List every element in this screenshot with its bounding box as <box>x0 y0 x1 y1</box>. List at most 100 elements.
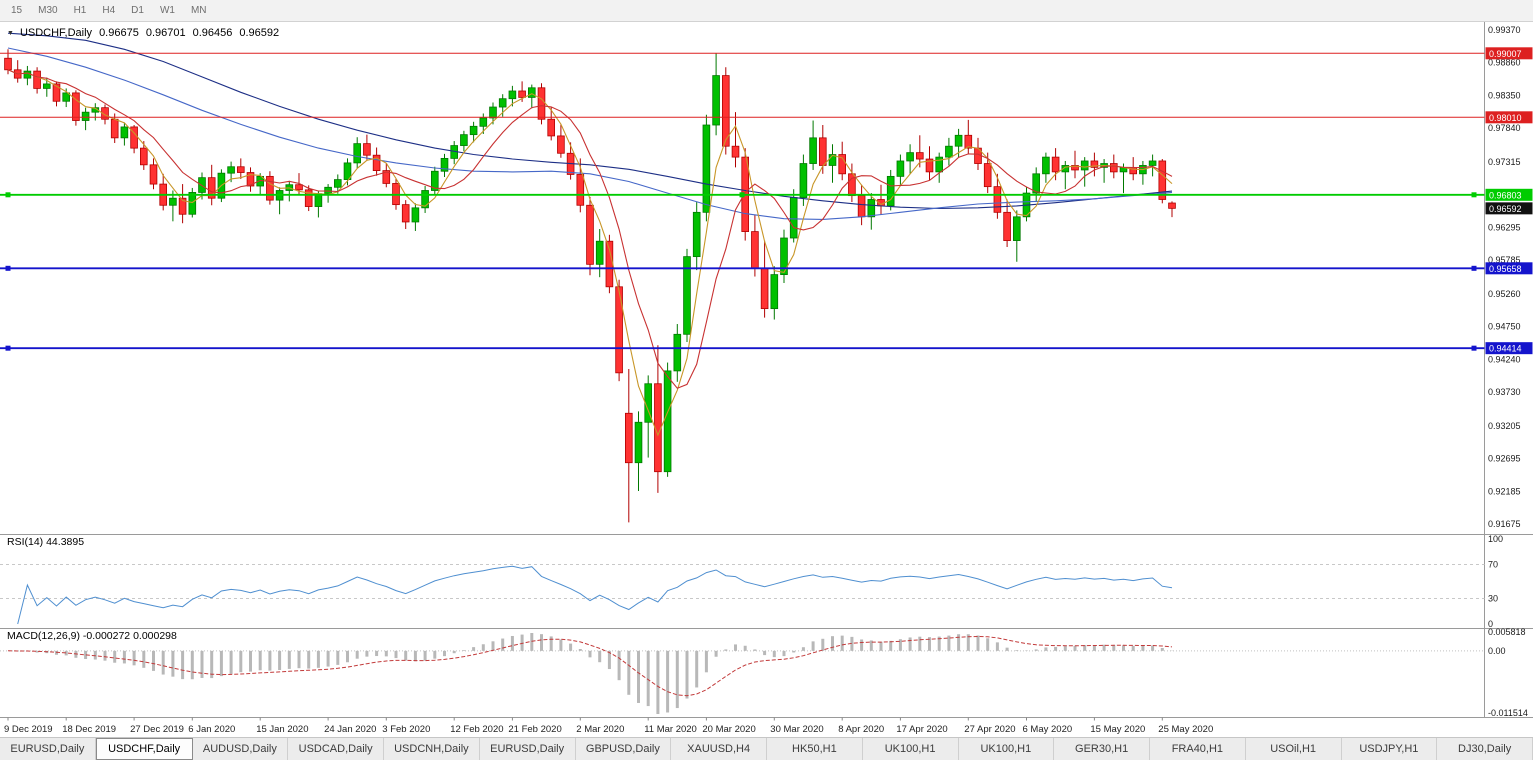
tab-dj30-daily[interactable]: DJ30,Daily <box>1437 738 1533 760</box>
tab-xauusd-h4[interactable]: XAUUSD,H4 <box>671 738 767 760</box>
macd-signal-line <box>7 635 1173 697</box>
ma-slow-navy <box>7 32 1173 210</box>
candles <box>4 49 1176 523</box>
svg-text:0.98350: 0.98350 <box>1488 90 1521 100</box>
svg-text:0.94750: 0.94750 <box>1488 322 1521 332</box>
tab-usoil-h1[interactable]: USOil,H1 <box>1246 738 1342 760</box>
svg-text:0.94414: 0.94414 <box>1489 344 1522 354</box>
chart-title: ▼ USDCHF,Daily 0.96675 0.96701 0.96456 0… <box>7 27 279 39</box>
timeframe-15[interactable]: 15 <box>11 5 23 16</box>
svg-text:8 Apr 2020: 8 Apr 2020 <box>838 724 884 735</box>
timeframe-w1[interactable]: W1 <box>159 5 175 16</box>
svg-text:15 May 2020: 15 May 2020 <box>1090 724 1145 735</box>
svg-text:6 May 2020: 6 May 2020 <box>1023 724 1073 735</box>
svg-text:30 Mar 2020: 30 Mar 2020 <box>770 724 823 735</box>
svg-text:0.95658: 0.95658 <box>1489 264 1522 274</box>
tab-eurusd-daily[interactable]: EURUSD,Daily <box>480 738 576 760</box>
svg-text:25 May 2020: 25 May 2020 <box>1158 724 1213 735</box>
svg-text:100: 100 <box>1488 534 1503 544</box>
svg-text:3 Feb 2020: 3 Feb 2020 <box>382 724 430 735</box>
ohlc-low: 0.96456 <box>192 27 233 39</box>
svg-text:9 Dec 2019: 9 Dec 2019 <box>4 724 53 735</box>
tab-gbpusd-daily[interactable]: GBPUSD,Daily <box>576 738 672 760</box>
price-badge-0.94414 <box>1485 342 1533 355</box>
hline-handle-left[interactable] <box>5 345 11 351</box>
price-badge-0.99007 <box>1485 47 1533 60</box>
svg-text:0: 0 <box>1488 619 1493 629</box>
date-axis: 9 Dec 2019 18 Dec 2019 27 Dec 2019 6 Jan 20… <box>4 717 1213 735</box>
ma-fast-red <box>7 69 1173 389</box>
svg-text:0.97840: 0.97840 <box>1488 123 1521 133</box>
hline-handle-left[interactable] <box>5 192 11 198</box>
svg-text:0.99007: 0.99007 <box>1489 49 1522 59</box>
timeframe-h1[interactable]: H1 <box>73 5 87 16</box>
macd-indicator-label: MACD(12,26,9) -0.000272 0.000298 <box>7 630 177 642</box>
svg-text:0.92185: 0.92185 <box>1488 486 1521 496</box>
chart-collapse-icon[interactable]: ▼ <box>7 29 14 37</box>
tab-usdcnh-daily[interactable]: USDCNH,Daily <box>384 738 480 760</box>
tab-uk100-h1[interactable]: UK100,H1 <box>863 738 959 760</box>
svg-text:0.95785: 0.95785 <box>1488 255 1521 265</box>
svg-text:18 Dec 2019: 18 Dec 2019 <box>62 724 116 735</box>
chart-canvas[interactable]: 0.99370 0.98860 0.98350 0.97840 0.97315 0.962… <box>0 22 1533 737</box>
hline-handle-mid[interactable] <box>739 192 745 198</box>
tab-audusd-daily[interactable]: AUDUSD,Daily <box>193 738 289 760</box>
tab-usdcad-daily[interactable]: USDCAD,Daily <box>288 738 384 760</box>
hline-handle-right[interactable] <box>1471 345 1477 351</box>
timeframe-mn[interactable]: MN <box>190 5 207 16</box>
svg-text:70: 70 <box>1488 560 1498 570</box>
svg-text:0.95260: 0.95260 <box>1488 289 1521 299</box>
svg-text:24 Jan 2020: 24 Jan 2020 <box>324 724 376 735</box>
price-badge-0.95658 <box>1485 262 1533 275</box>
timeframe-h4[interactable]: H4 <box>102 5 116 16</box>
tab-usdchf-daily[interactable]: USDCHF,Daily <box>95 738 193 760</box>
tab-ger30-h1[interactable]: GER30,H1 <box>1054 738 1150 760</box>
rsi-line <box>17 565 1173 625</box>
price-badge-0.98010 <box>1485 111 1533 124</box>
timeframe-toolbar: 15 M30 H1 H4 D1 W1 MN <box>0 0 1533 22</box>
svg-text:0.92695: 0.92695 <box>1488 454 1521 464</box>
ohlc-close: 0.96592 <box>239 27 280 39</box>
svg-text:0.98010: 0.98010 <box>1489 113 1522 123</box>
svg-text:0.93205: 0.93205 <box>1488 421 1521 431</box>
price-axis: 0.99370 0.98860 0.98350 0.97840 0.97315 0.962… <box>1488 25 1521 529</box>
tab-eurusd-daily[interactable]: EURUSD,Daily <box>0 738 96 760</box>
svg-text:17 Apr 2020: 17 Apr 2020 <box>896 724 947 735</box>
svg-text:30: 30 <box>1488 594 1498 604</box>
svg-text:0.97315: 0.97315 <box>1488 157 1521 167</box>
ohlc-open: 0.96675 <box>99 27 139 39</box>
svg-text:11 Mar 2020: 11 Mar 2020 <box>644 724 697 735</box>
svg-text:0.96803: 0.96803 <box>1489 190 1522 200</box>
svg-text:21 Feb 2020: 21 Feb 2020 <box>508 724 561 735</box>
timeframe-d1[interactable]: D1 <box>131 5 144 16</box>
svg-text:0.93730: 0.93730 <box>1488 387 1521 397</box>
current-price-badge <box>1485 202 1533 215</box>
hline-handle-right[interactable] <box>1471 265 1477 271</box>
svg-text:0.99370: 0.99370 <box>1488 25 1521 35</box>
hline-handle-left[interactable] <box>5 265 11 271</box>
svg-text:0.98860: 0.98860 <box>1488 58 1521 68</box>
macd-histogram <box>16 633 1174 714</box>
svg-text:0.005818: 0.005818 <box>1488 627 1526 637</box>
tab-uk100-h1[interactable]: UK100,H1 <box>959 738 1055 760</box>
tab-hk50-h1[interactable]: HK50,H1 <box>767 738 863 760</box>
rsi-indicator-label: RSI(14) 44.3895 <box>7 536 85 548</box>
ma-mid-blue <box>7 47 1173 220</box>
svg-text:0.91675: 0.91675 <box>1488 519 1521 529</box>
svg-text:15 Jan 2020: 15 Jan 2020 <box>256 724 308 735</box>
svg-text:27 Dec 2019: 27 Dec 2019 <box>130 724 184 735</box>
ohlc-high: 0.96701 <box>145 27 186 39</box>
svg-text:12 Feb 2020: 12 Feb 2020 <box>450 724 503 735</box>
tab-fra40-h1[interactable]: FRA40,H1 <box>1150 738 1246 760</box>
hline-handle-right[interactable] <box>1471 192 1477 198</box>
chart-symbol: USDCHF,Daily <box>19 27 93 39</box>
svg-text:0.94240: 0.94240 <box>1488 354 1521 364</box>
timeframe-m30[interactable]: M30 <box>38 5 58 16</box>
tab-usdjpy-h1[interactable]: USDJPY,H1 <box>1342 738 1438 760</box>
svg-text:0.00: 0.00 <box>1488 646 1506 656</box>
svg-text:20 Mar 2020: 20 Mar 2020 <box>702 724 755 735</box>
svg-text:0.96592: 0.96592 <box>1489 204 1522 214</box>
svg-text:2 Mar 2020: 2 Mar 2020 <box>576 724 624 735</box>
price-badge-0.96803 <box>1485 188 1533 201</box>
